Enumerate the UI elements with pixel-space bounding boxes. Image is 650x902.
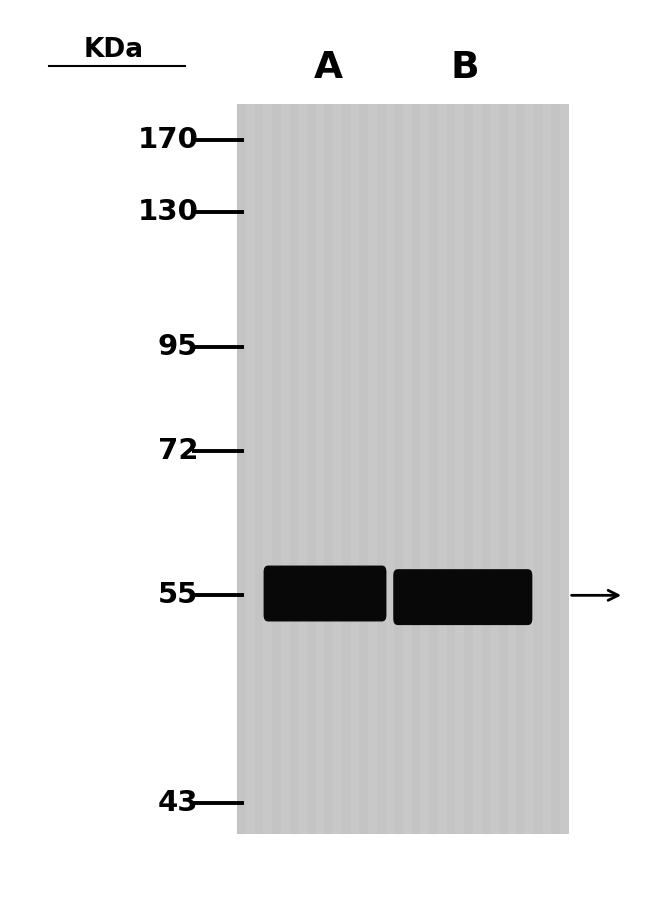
Bar <box>377 104 385 834</box>
Text: 130: 130 <box>137 198 198 226</box>
Bar <box>447 104 456 834</box>
Bar <box>272 104 281 834</box>
Bar <box>464 104 473 834</box>
Bar <box>290 104 298 834</box>
Bar <box>307 104 316 834</box>
Text: 72: 72 <box>158 437 198 465</box>
Bar <box>255 104 263 834</box>
Bar <box>516 104 525 834</box>
Bar <box>482 104 490 834</box>
Bar <box>411 104 421 834</box>
FancyBboxPatch shape <box>393 569 532 625</box>
Text: KDa: KDa <box>84 37 144 63</box>
Bar <box>429 104 438 834</box>
FancyBboxPatch shape <box>264 566 386 621</box>
Bar <box>499 104 508 834</box>
Bar <box>237 104 246 834</box>
Bar <box>395 104 403 834</box>
Bar <box>534 104 543 834</box>
Bar <box>551 104 560 834</box>
Text: 55: 55 <box>158 581 198 610</box>
Text: 43: 43 <box>157 788 198 817</box>
Bar <box>359 104 368 834</box>
Text: 170: 170 <box>137 125 198 154</box>
Bar <box>342 104 350 834</box>
Bar <box>324 104 333 834</box>
Text: B: B <box>450 50 479 86</box>
Text: 95: 95 <box>158 333 198 362</box>
Text: A: A <box>314 50 343 86</box>
Bar <box>237 104 569 834</box>
